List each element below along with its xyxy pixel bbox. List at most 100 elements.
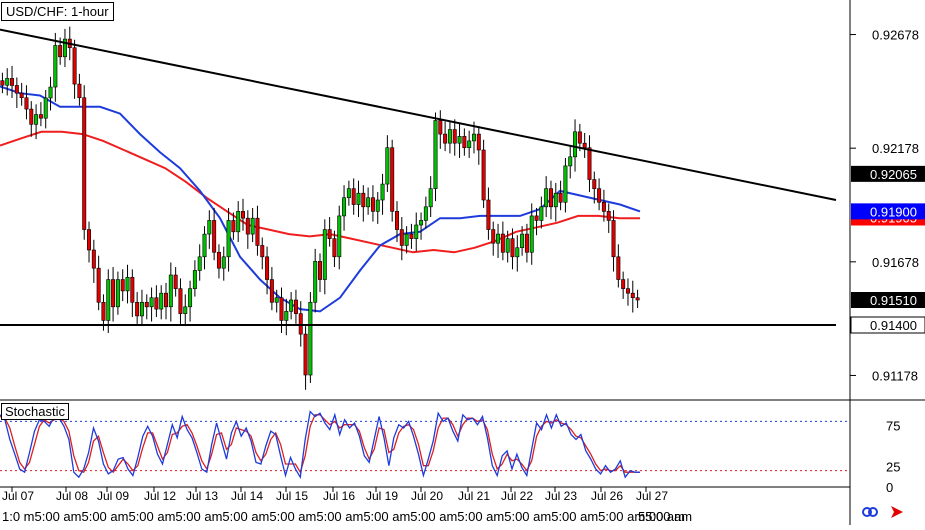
price-tag-label: 0.91900 [870, 204, 917, 219]
candle-bull [250, 217, 255, 235]
candle-bull [43, 97, 48, 119]
candle-bull [346, 188, 351, 199]
candle-bear [241, 211, 245, 219]
candle-bull [284, 311, 289, 321]
link-icon[interactable] [861, 503, 879, 521]
time-tick-label: Jul 16 [323, 489, 355, 503]
stoch-tick-label: 75 [886, 419, 900, 434]
time-tick-label: Jul 22 [501, 489, 533, 503]
candle-bull [226, 220, 231, 258]
candle-bear [332, 238, 337, 258]
candle-bull [125, 276, 130, 292]
price-tag-bg [851, 292, 925, 308]
candle-bull [544, 188, 549, 208]
candle-bull [472, 133, 476, 142]
candle-bull [467, 140, 472, 149]
candle-bull [221, 256, 226, 269]
candle-bear [476, 133, 481, 151]
candle-bear [438, 120, 443, 135]
candle-bear [14, 85, 19, 94]
candle-bull [274, 297, 279, 303]
candle-bull [53, 45, 58, 88]
candle-bull [197, 256, 202, 271]
time-tick-label: Jul 21 [458, 489, 490, 503]
candle-bull [202, 233, 207, 258]
price-tick-label: 0.92678 [872, 28, 919, 43]
candle-bear [395, 211, 399, 230]
candle-bear [558, 192, 563, 203]
candle-bear [577, 131, 582, 144]
candle-bear [611, 220, 616, 258]
candle-bull [62, 38, 67, 58]
ema-blue-line [0, 85, 641, 313]
price-tick-label: 0.92178 [872, 141, 919, 156]
candle-bull [496, 233, 501, 244]
candle-bear [245, 217, 250, 235]
candle-bear [111, 279, 116, 308]
candle-bull [48, 86, 53, 99]
candle-bear [279, 297, 284, 321]
price-tag-label: 0.92065 [870, 167, 917, 182]
candle-bull [568, 156, 573, 167]
price-tag-label: 0.91400 [870, 318, 917, 333]
candle-bull [168, 274, 173, 308]
plot-area [0, 0, 850, 400]
candle-bear [582, 142, 587, 149]
time-strip-last: 5:00 am [638, 509, 685, 524]
grid-layer [850, 34, 856, 376]
candle-bear [19, 92, 24, 99]
time-tick-label: Jul 12 [144, 489, 176, 503]
candle-bear [361, 192, 366, 208]
price-tag-bg [850, 316, 925, 334]
candle-bull [380, 183, 385, 201]
candle-bear [390, 147, 395, 212]
candle-bull [34, 114, 39, 125]
candle-bull [192, 270, 197, 289]
candle-bear [486, 199, 491, 230]
candle-bull [553, 192, 558, 208]
time-tick-label: Jul 19 [366, 489, 398, 503]
candle-bear [212, 220, 217, 253]
candle-bull [529, 215, 534, 253]
candle-bear [399, 229, 404, 246]
candle-bear [534, 215, 539, 221]
candle-bear [481, 149, 486, 201]
candle-bear [443, 133, 448, 144]
candle-bull [404, 233, 409, 246]
candle-bear [269, 279, 274, 303]
trendline [0, 28, 837, 201]
axis-labels-layer: 0.92678 0.92178 0.91678 0.91178 0.92065 0.919… [2, 28, 925, 524]
candle-bull [183, 306, 188, 314]
candle-bull [433, 120, 438, 189]
candle-bear [500, 233, 505, 253]
price-tick-label: 0.91678 [872, 255, 919, 270]
candle-bull [322, 229, 327, 280]
candle-bull [428, 188, 433, 208]
candle-bear [77, 83, 82, 99]
candle-bull [375, 199, 380, 212]
candle-bear [96, 267, 101, 303]
candle-bull [573, 131, 578, 158]
candle-bear [462, 136, 467, 149]
candle-bull [115, 279, 120, 308]
candle-bear [524, 233, 529, 253]
stoch-tick-label: 25 [886, 460, 900, 475]
candle-bull [139, 301, 144, 317]
candle-bear [265, 256, 270, 280]
time-tick-label: Jul 27 [636, 489, 668, 503]
candle-bull [289, 299, 294, 312]
candle-bull [447, 129, 452, 144]
candle-bear [621, 279, 626, 289]
candle-bull [236, 211, 241, 233]
candle-bull [414, 224, 419, 239]
time-tick-label: Jul 26 [591, 489, 623, 503]
time-tick-label: Jul 13 [186, 489, 218, 503]
candle-bear [135, 301, 140, 317]
stochastic-layer [0, 410, 850, 480]
red-arrow-icon[interactable] [888, 503, 906, 521]
stoch-tick-label: 0 [886, 480, 893, 495]
candle-bear [592, 179, 597, 189]
time-tick-label: Jul 09 [97, 489, 129, 503]
candle-bear [370, 197, 375, 212]
